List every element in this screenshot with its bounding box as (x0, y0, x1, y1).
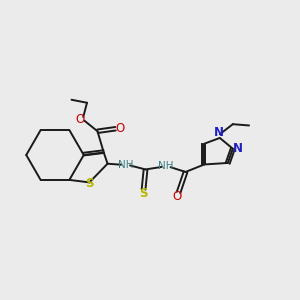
Text: O: O (75, 113, 85, 126)
Text: NH: NH (118, 160, 133, 170)
Text: N: N (214, 126, 224, 140)
Text: N: N (233, 142, 243, 155)
Text: O: O (173, 190, 182, 203)
Text: NH: NH (158, 161, 174, 171)
Text: O: O (116, 122, 124, 135)
Text: S: S (85, 177, 94, 190)
Text: S: S (139, 187, 147, 200)
